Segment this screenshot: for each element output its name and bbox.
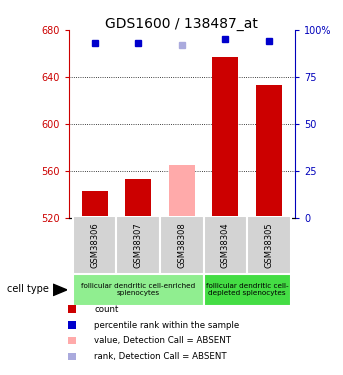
Bar bbox=[73, 274, 203, 306]
Bar bbox=[160, 216, 203, 274]
Bar bbox=[247, 216, 291, 274]
Bar bbox=[169, 165, 195, 218]
Text: cell type: cell type bbox=[7, 285, 49, 294]
Text: GSM38304: GSM38304 bbox=[221, 222, 230, 267]
Bar bbox=[203, 274, 291, 306]
Bar bbox=[68, 352, 75, 360]
Text: count: count bbox=[94, 305, 119, 314]
Bar bbox=[125, 179, 151, 218]
Bar bbox=[117, 216, 160, 274]
Bar bbox=[203, 216, 247, 274]
Text: value, Detection Call = ABSENT: value, Detection Call = ABSENT bbox=[94, 336, 231, 345]
Text: percentile rank within the sample: percentile rank within the sample bbox=[94, 321, 239, 330]
Text: rank, Detection Call = ABSENT: rank, Detection Call = ABSENT bbox=[94, 352, 227, 361]
Polygon shape bbox=[53, 284, 67, 296]
Text: GDS1600 / 138487_at: GDS1600 / 138487_at bbox=[105, 17, 258, 31]
Text: GSM38305: GSM38305 bbox=[264, 222, 273, 267]
Bar bbox=[256, 85, 282, 218]
Bar bbox=[82, 190, 108, 217]
Bar bbox=[68, 337, 75, 344]
Bar bbox=[73, 216, 117, 274]
Text: follicular dendritic cell-enriched
splenocytes: follicular dendritic cell-enriched splen… bbox=[81, 283, 196, 296]
Text: GSM38308: GSM38308 bbox=[177, 222, 186, 268]
Text: follicular dendritic cell-
depleted splenocytes: follicular dendritic cell- depleted sple… bbox=[206, 283, 288, 296]
Text: GSM38306: GSM38306 bbox=[90, 222, 99, 268]
Text: GSM38307: GSM38307 bbox=[134, 222, 143, 268]
Bar bbox=[68, 305, 75, 313]
Bar bbox=[68, 321, 75, 328]
Bar bbox=[212, 57, 238, 217]
